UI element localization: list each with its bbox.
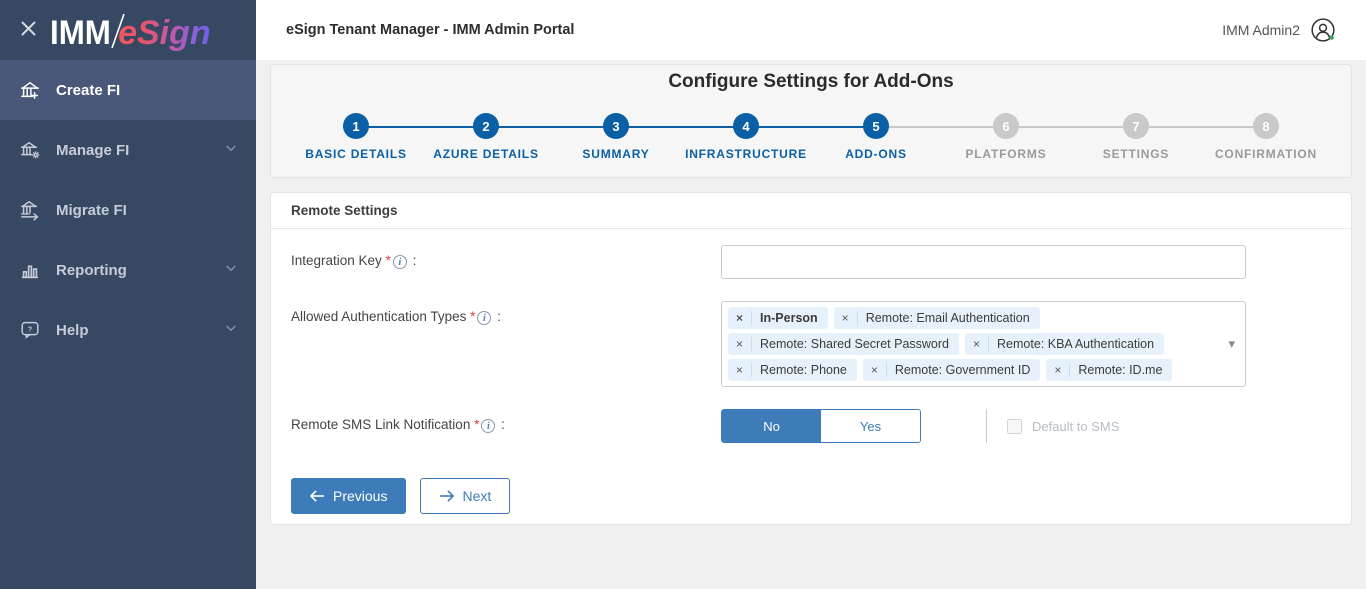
svg-text:?: ? xyxy=(28,324,33,333)
